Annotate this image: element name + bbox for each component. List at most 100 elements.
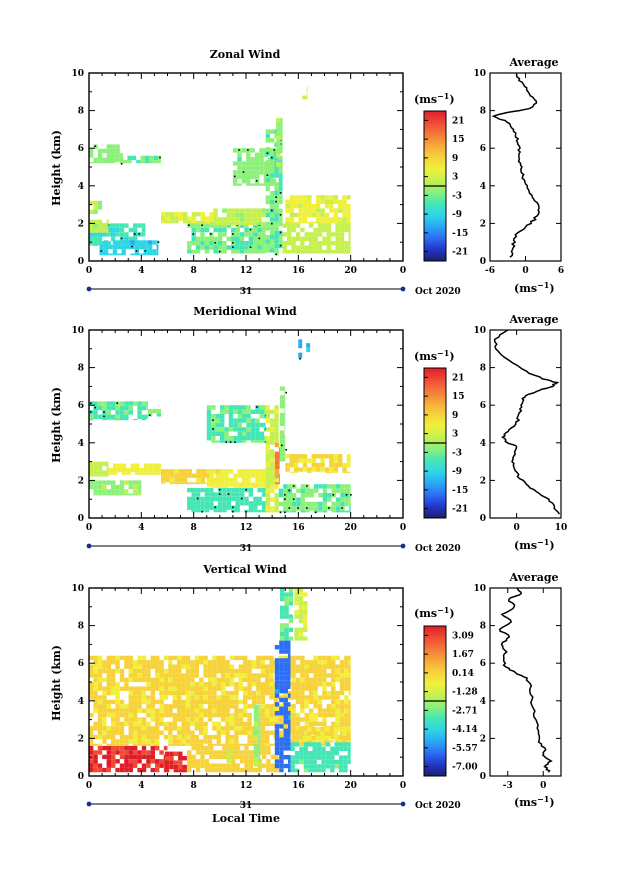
heatmap-cell: [247, 687, 251, 691]
heatmap-cell: [340, 511, 344, 513]
heatmap-cell: [115, 682, 119, 686]
heatmap-cell: [155, 656, 159, 660]
heatmap-cell: [203, 669, 207, 673]
heatmap-cell: [107, 665, 111, 669]
heatmap-cell: [243, 669, 247, 673]
heatmap-cell: [274, 418, 278, 422]
heatmap-cell: [230, 735, 234, 739]
heatmap-cell: [313, 228, 317, 232]
average-x-tick-label: 10: [555, 523, 568, 533]
heatmap-cell: [290, 200, 294, 204]
heatmap-cell: [129, 228, 133, 232]
heatmap-cell: [98, 462, 102, 466]
heatmap-cell: [318, 223, 322, 227]
heatmap-cell: [102, 494, 106, 496]
heatmap-cell: [122, 468, 126, 472]
heatmap-cell: [287, 228, 291, 232]
heatmap-cell: [274, 244, 278, 248]
heatmap-cell: [142, 739, 146, 743]
heatmap-cell: [102, 419, 106, 420]
heatmap-cell: [102, 739, 106, 743]
speckle-mark: [256, 406, 258, 408]
heatmap-cell: [270, 151, 274, 155]
heatmap-cell: [124, 735, 128, 739]
heatmap-cell: [285, 222, 289, 224]
heatmap-cell: [291, 764, 295, 768]
heatmap-cell: [93, 475, 97, 477]
heatmap-cell: [290, 222, 294, 224]
heatmap-cell: [211, 440, 215, 442]
heatmap-cell: [347, 732, 351, 736]
heatmap-cell: [318, 228, 322, 232]
heatmap-cell: [340, 223, 344, 227]
heatmap-cell: [239, 700, 243, 704]
heatmap-cell: [303, 736, 307, 740]
heatmap-cell: [262, 492, 266, 496]
heatmap-cell: [253, 208, 257, 212]
heatmap-cell: [203, 722, 207, 726]
heatmap-cell: [347, 222, 351, 224]
heatmap-cell: [200, 237, 204, 241]
heatmap-cell: [344, 687, 348, 691]
heatmap-cell: [234, 722, 238, 726]
heatmap-cell: [217, 687, 221, 691]
heatmap-cell: [124, 489, 128, 493]
heatmap-cell: [190, 665, 194, 669]
heatmap-cell: [327, 713, 331, 717]
heatmap-cell: [212, 726, 216, 730]
heatmap-cell: [269, 722, 273, 726]
heatmap-cell: [309, 678, 313, 682]
speckle-mark: [275, 196, 277, 198]
heatmap-cell: [102, 709, 106, 713]
heatmap-cell: [186, 665, 190, 669]
heatmap-cell: [261, 700, 265, 704]
heatmap-cell: [200, 488, 204, 492]
heatmap-cell: [303, 213, 307, 217]
x-tick-label: 0: [86, 781, 92, 791]
heatmap-cell: [205, 764, 209, 768]
heatmap-cell: [141, 160, 145, 163]
heatmap-cell: [280, 448, 284, 452]
heatmap-cell: [279, 182, 283, 186]
heatmap-cell: [181, 691, 185, 695]
heatmap-cell: [196, 241, 200, 245]
heatmap-cell: [349, 722, 351, 726]
heatmap-cell: [335, 709, 339, 713]
heatmap-cell: [291, 656, 295, 660]
heatmap-cell: [203, 660, 207, 664]
heatmap-cell: [266, 418, 270, 422]
heatmap-cell: [239, 744, 243, 746]
heatmap-cell: [298, 740, 302, 742]
heatmap-cell: [249, 208, 253, 212]
heatmap-cell: [177, 713, 181, 717]
heatmap-cell: [155, 678, 159, 682]
heatmap-cell: [344, 673, 348, 677]
heatmap-cell: [294, 628, 298, 632]
heatmap-cell: [334, 213, 338, 217]
average-x-tick-label: 0: [513, 523, 519, 533]
heatmap-cell: [325, 732, 329, 736]
heatmap-cell: [329, 467, 333, 471]
heatmap-cell: [137, 489, 141, 493]
heatmap-cell: [291, 695, 295, 699]
heatmap-cell: [309, 660, 313, 664]
y-tick-label: 2: [78, 219, 84, 229]
heatmap-cell: [196, 228, 200, 232]
heatmap-cell: [155, 726, 159, 730]
heatmap-cell: [148, 409, 152, 413]
heatmap-cell: [303, 619, 307, 623]
heatmap-cell: [131, 468, 135, 472]
heatmap-cell: [111, 682, 115, 686]
heatmap-cell: [344, 228, 348, 232]
heatmap-cell: [283, 223, 287, 227]
heatmap-cell: [285, 467, 289, 471]
heatmap-cell: [239, 669, 243, 673]
heatmap-cell: [270, 458, 274, 462]
heatmap-cell: [218, 501, 222, 505]
heatmap-cell: [349, 669, 351, 673]
heatmap-cell: [326, 760, 330, 764]
heatmap-cell: [151, 768, 155, 772]
colorbar-tick-label: -21: [452, 248, 468, 258]
heatmap-cell: [93, 232, 97, 236]
